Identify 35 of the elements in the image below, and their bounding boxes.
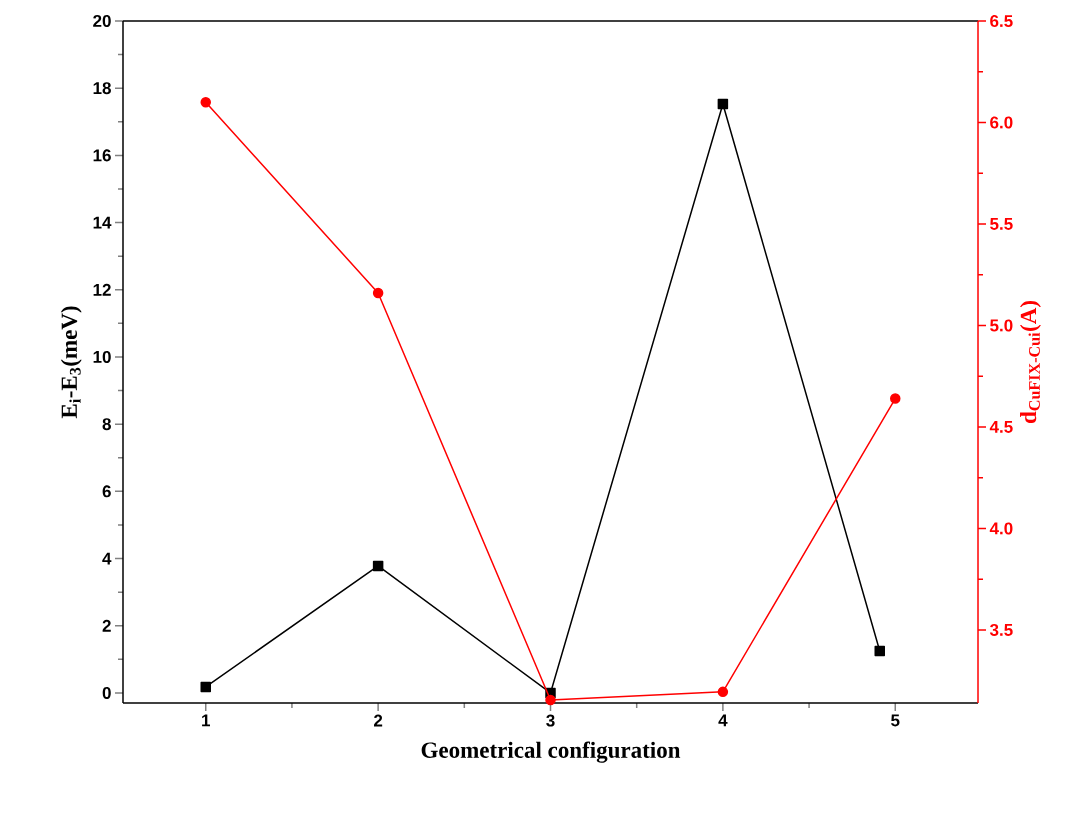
point: [200, 96, 211, 108]
y-tick-label: 4: [102, 552, 112, 565]
y-tick-label: 0: [102, 686, 111, 699]
y-tick-label: 14: [93, 216, 112, 229]
y2-tick-label: 3.5: [989, 623, 1013, 636]
y2-axis-title: d$_{CuFIX-Cui}$(A): [1020, 301, 1041, 424]
y-tick-label: 12: [93, 283, 111, 296]
point: [200, 681, 211, 693]
x-axis-title: Geometrical configuration: [421, 741, 681, 763]
y-tick-label: 18: [93, 82, 111, 95]
y2-tick-label: 4.5: [989, 421, 1013, 433]
y2-tick-label: 5.5: [990, 218, 1013, 230]
x-tick-label: 1: [202, 714, 210, 727]
point: [717, 686, 729, 698]
y-tick-label: 20: [93, 14, 111, 28]
y-tick-label: 8: [102, 418, 111, 431]
y2-tick-label: 5.0: [990, 319, 1013, 332]
point: [874, 645, 885, 657]
point: [372, 287, 384, 299]
x-tick-label: 4: [718, 714, 728, 727]
y2-tick-label: 4.0: [989, 522, 1013, 535]
y-tick-label: 16: [93, 149, 111, 162]
y-tick-label: 10: [93, 350, 111, 363]
point: [890, 393, 901, 404]
y-tick-label: 2: [102, 619, 111, 632]
x-tick-label: 2: [373, 714, 383, 727]
y-tick-label: 6: [102, 485, 111, 498]
point: [545, 694, 556, 706]
point: [717, 98, 729, 110]
y-axis-title: E$_{i}$-E$_{3}$(meV): [60, 306, 82, 419]
y2-tick-label: 6.5: [990, 14, 1013, 28]
point: [372, 560, 384, 572]
x-tick-label: 5: [891, 714, 900, 727]
y2-tick-label: 6.0: [990, 116, 1013, 129]
x-tick-label: 3: [546, 714, 555, 727]
